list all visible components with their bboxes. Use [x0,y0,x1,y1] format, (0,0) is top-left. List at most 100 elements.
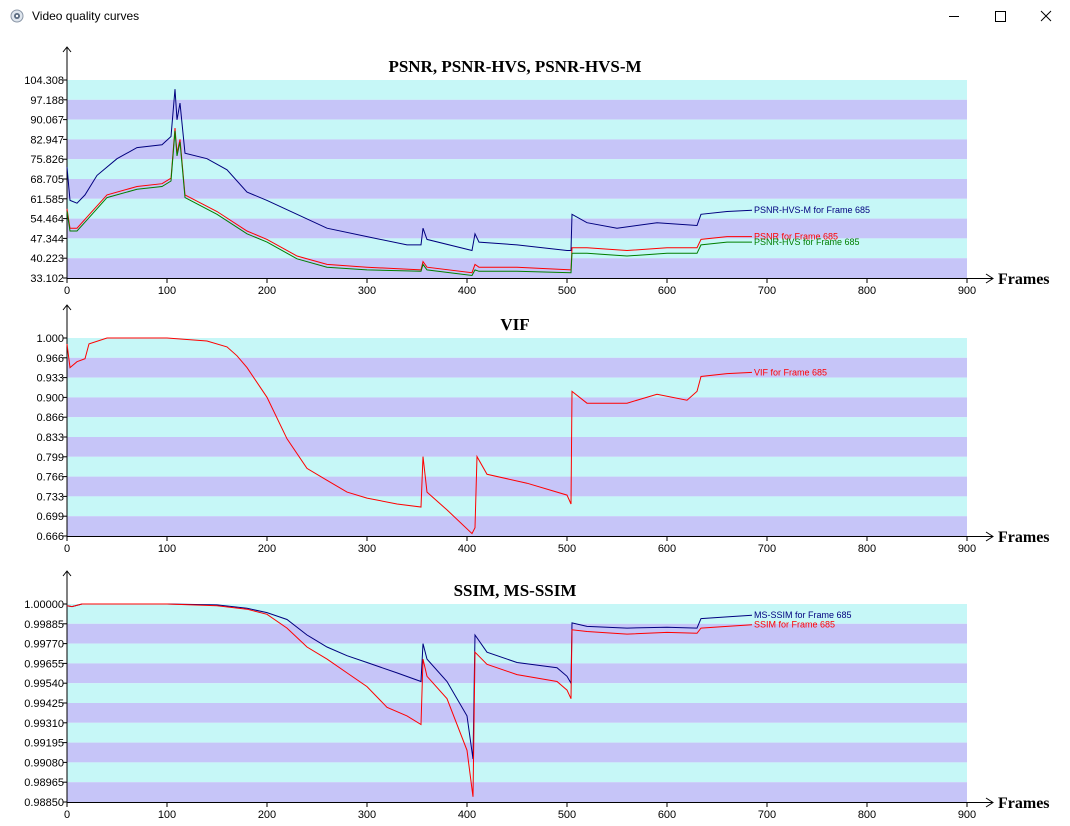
close-icon [1040,10,1052,22]
grid-band [67,742,967,763]
y-tick-label: 97.188 [30,95,64,107]
chart-title: SSIM, MS-SSIM [454,581,577,600]
x-tick-label: 600 [658,809,676,821]
chart-title: VIF [500,315,529,334]
y-tick-label: 61.585 [30,194,64,206]
y-tick-label: 1.00000 [24,599,64,611]
y-tick-label: 0.99080 [24,757,64,769]
y-tick-label: 0.866 [36,412,64,424]
y-tick-label: 82.947 [30,134,64,146]
y-tick-label: 0.99770 [24,639,64,651]
grid-band [67,604,967,624]
window-title: Video quality curves [32,9,140,23]
y-tick-label: 104.308 [24,75,64,87]
y-tick-label: 1.000 [36,333,64,345]
x-tick-label: 200 [258,809,276,821]
x-tick-label: 800 [858,809,876,821]
grid-band [67,179,967,199]
grid-band [67,99,967,120]
x-tick-label: 900 [958,285,976,297]
grid-band [67,623,967,644]
grid-band [67,456,967,477]
y-tick-label: 90.067 [30,115,64,127]
chart-title: PSNR, PSNR-HVS, PSNR-HVS-M [388,57,641,76]
grid-band [67,663,967,684]
x-tick-label: 200 [258,543,276,555]
y-tick-label: 47.344 [30,233,64,245]
minimize-button[interactable] [931,0,977,32]
x-axis-label: Frames [998,529,1050,546]
x-tick-label: 300 [358,285,376,297]
charts-canvas: PSNR, PSNR-HVS, PSNR-HVS-M Frames 33.102 40… [24,46,1050,821]
chart-panel-3: SSIM, MS-SSIM Frames 0.98850 0.98965 0.99080… [24,570,1050,821]
grid-band [67,722,967,743]
x-tick-label: 500 [558,285,576,297]
y-tick-label: 0.98850 [24,797,64,809]
series-label-ms-ssim: MS-SSIM for Frame 685 [754,610,852,620]
x-tick-label: 500 [558,809,576,821]
x-tick-label: 900 [958,809,976,821]
grid-band [67,643,967,664]
x-tick-label: 100 [158,543,176,555]
grid-band [67,703,967,723]
close-button[interactable] [1023,0,1069,32]
y-axis-arrow [62,570,72,577]
app-icon [10,9,24,23]
grid-band [67,377,967,398]
x-tick-label: 700 [758,285,776,297]
y-axis-arrow [62,304,72,311]
y-tick-label: 0.99885 [24,619,64,631]
grid-band [67,338,967,358]
y-tick-label: 0.99425 [24,698,64,710]
x-tick-label: 100 [158,285,176,297]
grid-band [67,80,967,100]
series-line-psnr [66,128,752,274]
grid-band [67,683,967,703]
series-label-vif: VIF for Frame 685 [754,367,827,377]
x-axis-label: Frames [998,271,1050,288]
y-tick-label: 0.933 [36,373,64,385]
y-tick-label: 40.223 [30,253,64,265]
grid-band [67,119,967,140]
chart-panel-1: PSNR, PSNR-HVS, PSNR-HVS-M Frames 33.102 40… [24,46,1050,297]
x-tick-label: 400 [458,543,476,555]
x-axis-arrow [985,531,994,542]
y-tick-label: 0.699 [36,511,64,523]
x-tick-label: 0 [64,809,70,821]
grid-band [67,476,967,497]
maximize-icon [995,11,1006,22]
grid-band [67,258,967,278]
x-tick-label: 600 [658,285,676,297]
series-label-ssim: SSIM for Frame 685 [754,620,835,630]
series-line-ssim [66,603,753,797]
grid-band [67,218,967,239]
y-tick-label: 33.102 [30,273,64,285]
x-tick-label: 800 [858,543,876,555]
grid-band [67,139,967,160]
series-line-ms-ssim [66,603,753,760]
series-line-vif [66,337,753,535]
y-tick-label: 0.666 [36,531,64,543]
grid-band [67,417,967,437]
grid-band [67,437,967,457]
grid-band [67,397,967,418]
x-axis-label: Frames [998,795,1050,812]
y-tick-label: 0.766 [36,472,64,484]
x-tick-label: 400 [458,809,476,821]
maximize-button[interactable] [977,0,1023,32]
grid-band [67,782,967,802]
y-tick-label: 0.99310 [24,718,64,730]
series-label-psnr-hvs-m: PSNR-HVS-M for Frame 685 [754,205,870,215]
y-tick-label: 0.99195 [24,738,64,750]
y-tick-label: 0.733 [36,491,64,503]
y-tick-label: 0.799 [36,452,64,464]
x-tick-label: 300 [358,809,376,821]
y-tick-label: 68.705 [30,174,64,186]
series-line-psnr-hvs-m [66,89,753,252]
y-tick-label: 0.99540 [24,678,64,690]
title-bar: Video quality curves [0,0,1070,33]
grid-band [67,159,967,179]
x-tick-label: 700 [758,809,776,821]
minimize-icon [949,16,959,17]
y-tick-label: 0.99655 [24,658,64,670]
